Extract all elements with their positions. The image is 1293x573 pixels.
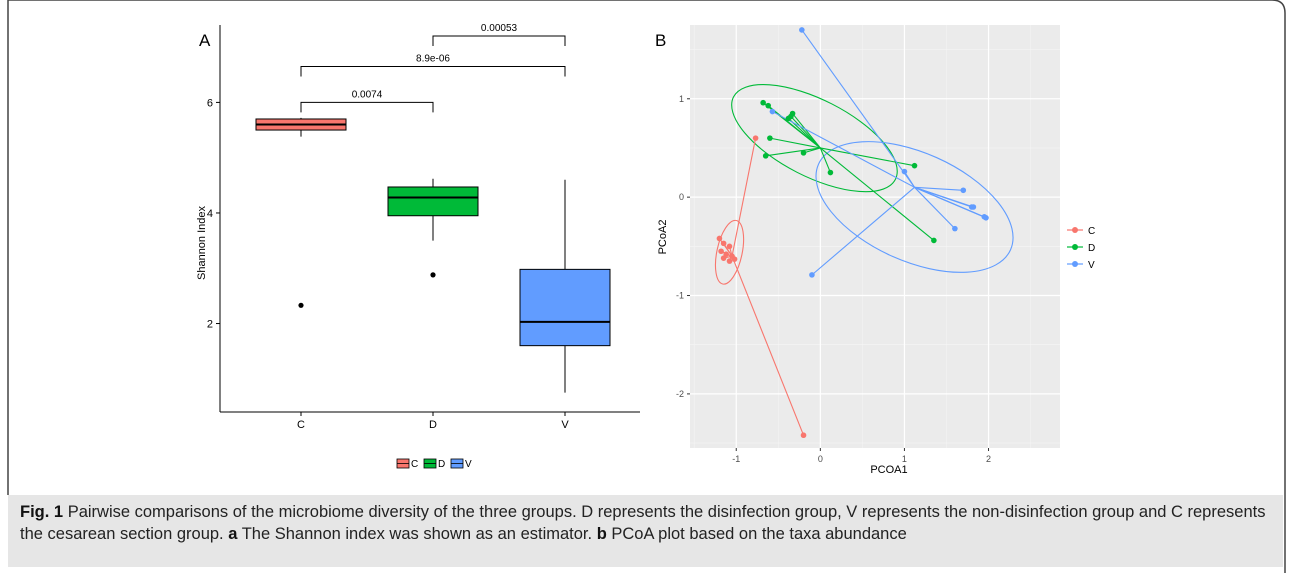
ellipse-V bbox=[815, 141, 1014, 273]
x-tick-label: C bbox=[297, 419, 305, 431]
point-D bbox=[800, 150, 807, 156]
spider-line-V bbox=[914, 186, 956, 230]
point-V bbox=[983, 215, 989, 221]
point-C bbox=[752, 135, 759, 141]
spider-line-D bbox=[765, 147, 821, 157]
outlier-point bbox=[298, 302, 304, 308]
legend-dot-D bbox=[1072, 244, 1078, 250]
point-D bbox=[827, 169, 834, 176]
spider-line-V bbox=[811, 186, 915, 276]
ellipse-C bbox=[714, 219, 745, 285]
panel-a-label: A bbox=[199, 31, 211, 50]
legend-dot-V bbox=[1072, 261, 1078, 267]
panel-b-label: B bbox=[655, 31, 666, 50]
caption-fig-label: Fig. 1 bbox=[20, 503, 64, 521]
comparison-bracket bbox=[300, 101, 434, 113]
point-V bbox=[809, 272, 815, 278]
y-tick-label-b: 1 bbox=[679, 94, 684, 104]
p-value-label: 8.9e-06 bbox=[416, 53, 450, 64]
point-C bbox=[726, 243, 733, 250]
plot-panel-b bbox=[690, 25, 1060, 448]
point-C bbox=[731, 256, 738, 262]
spider-line-C bbox=[731, 255, 805, 436]
x-tick-label-b: 2 bbox=[986, 454, 991, 464]
x-tick-label-b: 0 bbox=[818, 454, 823, 464]
point-D bbox=[788, 113, 794, 120]
y-tick-label-b: -2 bbox=[676, 389, 684, 399]
x-axis-title-b: PCOA1 bbox=[870, 464, 907, 476]
spider-line-V bbox=[903, 171, 915, 188]
legend-label-D: D bbox=[1088, 243, 1095, 254]
spider-line-D bbox=[767, 105, 821, 149]
y-tick-label-b: -1 bbox=[676, 291, 684, 301]
point-D bbox=[762, 153, 769, 159]
spider-line-D bbox=[819, 147, 831, 173]
point-D bbox=[767, 135, 773, 141]
spider-line-C bbox=[731, 138, 757, 257]
legend-b: CDV bbox=[1067, 226, 1095, 271]
y-axis-title: Shannon Index bbox=[196, 205, 208, 280]
spider-line-D bbox=[803, 147, 821, 154]
caption-a-text: The Shannon index was shown as an estima… bbox=[241, 525, 593, 543]
p-value-label: 0.0074 bbox=[352, 89, 383, 100]
caption-b-label: b bbox=[596, 525, 607, 543]
box-V bbox=[519, 268, 611, 347]
point-D bbox=[765, 102, 772, 109]
comparison-bracket bbox=[300, 65, 566, 77]
box-D bbox=[387, 186, 479, 217]
point-C bbox=[720, 240, 727, 247]
point-C bbox=[726, 258, 733, 264]
legend-label-V: V bbox=[1088, 260, 1095, 271]
shannon-boxplot: A Shannon Index 2 4 6 C D V 0.0074 8.9e-06 0.0… bbox=[196, 23, 640, 470]
point-V bbox=[960, 187, 967, 194]
comparison-bracket bbox=[432, 35, 566, 47]
y-tick-label: 6 bbox=[207, 97, 213, 109]
point-C bbox=[720, 255, 727, 261]
x-tick-label-b: -1 bbox=[732, 454, 740, 464]
spider-line-D bbox=[820, 147, 915, 167]
legend-label-C: C bbox=[411, 459, 418, 470]
spider-line-D bbox=[790, 116, 821, 149]
spider-line-D bbox=[769, 137, 821, 149]
point-V bbox=[952, 225, 958, 232]
legend-label-V: V bbox=[465, 459, 472, 470]
point-V bbox=[799, 27, 805, 33]
spider-line-V bbox=[801, 29, 915, 188]
point-V bbox=[970, 204, 977, 210]
y-tick-label: 2 bbox=[207, 319, 213, 331]
ellipse-D bbox=[731, 84, 898, 193]
pcoa-scatter: B -1 0 1 2 -2 -1 0 1 PCOA1 PCoA2 CDV bbox=[655, 25, 1095, 476]
outlier-point bbox=[430, 272, 436, 278]
y-tick-label: 4 bbox=[207, 208, 213, 220]
legend-dot-C bbox=[1072, 227, 1078, 233]
x-tick-label: D bbox=[429, 419, 437, 431]
spider-line-V bbox=[772, 111, 915, 188]
point-C bbox=[718, 248, 724, 255]
caption-a-label: a bbox=[228, 525, 238, 543]
x-tick-label-b: 1 bbox=[902, 454, 907, 464]
point-D bbox=[760, 99, 766, 106]
point-C bbox=[800, 432, 807, 439]
point-V bbox=[769, 108, 776, 115]
spider-line-V bbox=[914, 186, 987, 219]
spider-line-D bbox=[819, 147, 935, 241]
legend-label-D: D bbox=[438, 459, 445, 470]
spider-line-V bbox=[914, 186, 974, 208]
figure-caption: Fig. 1 Pairwise comparisons of the micro… bbox=[8, 495, 1283, 567]
caption-b-text: PCoA plot based on the taxa abundance bbox=[611, 525, 907, 543]
caption-intro: Pairwise comparisons of the microbiome d… bbox=[20, 503, 1266, 543]
spider-line-V bbox=[914, 186, 964, 191]
y-tick-label-b: 0 bbox=[679, 192, 684, 202]
p-value-label: 0.00053 bbox=[481, 23, 518, 34]
x-tick-label: V bbox=[561, 419, 569, 431]
y-axis-title-b: PCoA2 bbox=[657, 220, 669, 255]
legend-label-C: C bbox=[1088, 226, 1095, 237]
point-D bbox=[931, 237, 937, 244]
point-C bbox=[716, 235, 723, 242]
point-D bbox=[911, 162, 918, 169]
point-V bbox=[901, 168, 908, 175]
